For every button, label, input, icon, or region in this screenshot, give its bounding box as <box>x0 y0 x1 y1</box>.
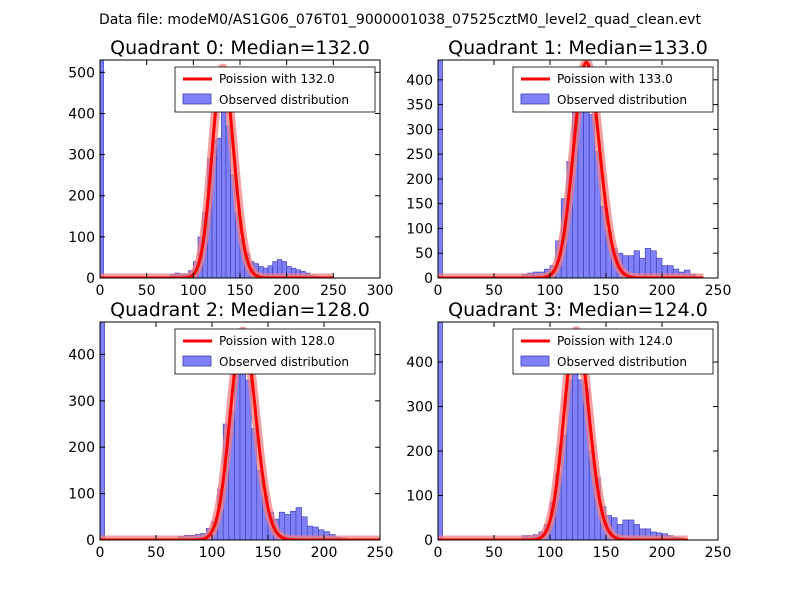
legend: Poission with 124.0 Observed distribution <box>512 328 714 375</box>
y-tick-label: 400 <box>406 355 433 371</box>
y-tick-label: 100 <box>68 230 95 246</box>
subplot-grid: 0 50 100 150 200 250 3000100200300400500Quadra… <box>68 37 731 561</box>
legend-observed-swatch <box>182 93 212 105</box>
y-tick-label: 300 <box>68 394 95 410</box>
x-tick-label: 100 <box>537 545 564 561</box>
legend-observed-label: Observed distribution <box>219 355 349 369</box>
y-tick-label: 100 <box>406 489 433 505</box>
x-tick-label: 250 <box>367 545 394 561</box>
legend-poisson-label: Poission with 128.0 <box>219 334 335 348</box>
y-tick-label: 350 <box>406 98 433 114</box>
legend-box <box>174 328 376 375</box>
x-tick-label: 150 <box>255 545 282 561</box>
x-tick-label: 0 <box>434 545 443 561</box>
histogram-bar <box>221 104 227 278</box>
y-tick-label: 100 <box>406 221 433 237</box>
legend: Poission with 132.0 Observed distribution <box>174 66 376 113</box>
x-tick-label: 150 <box>593 545 620 561</box>
x-tick-label: 200 <box>273 283 300 299</box>
x-tick-label: 50 <box>138 283 156 299</box>
y-tick-label: 200 <box>68 440 95 456</box>
histogram-bar <box>577 379 584 540</box>
histogram-bar <box>216 137 222 278</box>
legend-box <box>174 66 376 113</box>
subplot-quadrant-0: 0 50 100 150 200 250 300 0 100 200 300 400 500 Quadra… <box>68 37 393 299</box>
x-tick-label: 200 <box>649 545 676 561</box>
y-tick-label: 250 <box>406 147 433 163</box>
y-tick-label: 100 <box>68 487 95 503</box>
y-tick-label: 300 <box>406 122 433 138</box>
y-tick-label: 0 <box>424 271 433 287</box>
y-tick-label: 500 <box>68 65 95 81</box>
histogram-bar <box>572 359 579 540</box>
plot-area <box>438 322 692 540</box>
x-tick-label: 0 <box>96 545 105 561</box>
y-tick-label: 0 <box>86 271 95 287</box>
legend-poisson-label: Poission with 124.0 <box>557 334 673 348</box>
poisson-curve <box>438 329 689 540</box>
figure-suptitle: Data file: modeM0/AS1G06_076T01_90000010… <box>99 12 701 28</box>
subplot-title: Quadrant 1: Median=133.0 <box>448 37 708 59</box>
histogram-bar <box>239 361 246 540</box>
legend-box <box>512 66 714 113</box>
legend-observed-swatch <box>182 355 212 367</box>
x-tick-label: 0 <box>434 283 443 299</box>
histogram-bar-zero <box>438 60 443 278</box>
histogram-bar <box>295 507 302 540</box>
legend-observed-label: Observed distribution <box>557 93 687 107</box>
y-tick-label: 0 <box>424 533 433 549</box>
legend-observed-swatch <box>520 93 550 105</box>
y-tick-label: 0 <box>86 533 95 549</box>
x-tick-label: 200 <box>311 545 338 561</box>
axes-frame <box>437 59 719 279</box>
x-tick-label: 100 <box>180 283 207 299</box>
x-tick-label: 300 <box>367 283 394 299</box>
histogram-bar-zero <box>100 322 105 540</box>
x-tick-label: 100 <box>199 545 226 561</box>
subplot-title: Quadrant 0: Median=132.0 <box>110 37 370 59</box>
histogram-bar-zero <box>100 60 104 278</box>
histogram-bar <box>588 114 596 278</box>
y-tick-label: 300 <box>406 400 433 416</box>
legend: Poission with 128.0 Observed distribution <box>174 328 376 375</box>
x-tick-label: 100 <box>537 283 564 299</box>
legend-observed-label: Observed distribution <box>219 93 349 107</box>
y-tick-label: 400 <box>68 106 95 122</box>
legend: Poission with 133.0 Observed distribution <box>512 66 714 113</box>
axes-frame <box>437 321 719 541</box>
x-tick-label: 50 <box>147 545 165 561</box>
x-tick-label: 50 <box>485 545 503 561</box>
y-tick-label: 150 <box>406 197 433 213</box>
y-tick-label: 400 <box>406 73 433 89</box>
subplot-quadrant-2: 0 50 100 150 200 250 0 100 200 300 400 Quadrant 2: … <box>68 299 393 561</box>
legend-box <box>512 328 714 375</box>
x-tick-label: 150 <box>227 283 254 299</box>
plot-area <box>438 60 707 278</box>
y-tick-label: 300 <box>68 148 95 164</box>
y-tick-label: 200 <box>406 444 433 460</box>
histogram-bar-zero <box>438 322 443 540</box>
legend-poisson-label: Poission with 133.0 <box>557 72 673 86</box>
y-tick-label: 400 <box>68 347 95 363</box>
x-tick-label: 250 <box>320 283 347 299</box>
poisson-curve <box>438 60 704 278</box>
subplot-title: Quadrant 3: Median=124.0 <box>448 299 708 321</box>
x-tick-label: 0 <box>96 283 105 299</box>
subplot-title: Quadrant 2: Median=128.0 <box>110 299 370 321</box>
x-tick-label: 250 <box>705 545 732 561</box>
legend-observed-swatch <box>520 355 550 367</box>
x-tick-label: 250 <box>705 283 732 299</box>
y-tick-label: 200 <box>406 172 433 188</box>
y-tick-label: 50 <box>415 246 433 262</box>
legend-observed-label: Observed distribution <box>557 355 687 369</box>
x-tick-label: 150 <box>593 283 620 299</box>
y-tick-label: 200 <box>68 189 95 205</box>
subplot-quadrant-3: 0 50 100 150 200 250 0 100 200 300 400 Quadrant 3: … <box>406 299 731 561</box>
subplot-quadrant-1: 0 50 100 150 200 250 0 50 100 150 200 250 300 350 400 Q… <box>406 37 731 299</box>
x-tick-label: 200 <box>649 283 676 299</box>
legend-poisson-label: Poission with 132.0 <box>219 72 335 86</box>
axes-frame <box>99 321 381 541</box>
x-tick-label: 50 <box>485 283 503 299</box>
